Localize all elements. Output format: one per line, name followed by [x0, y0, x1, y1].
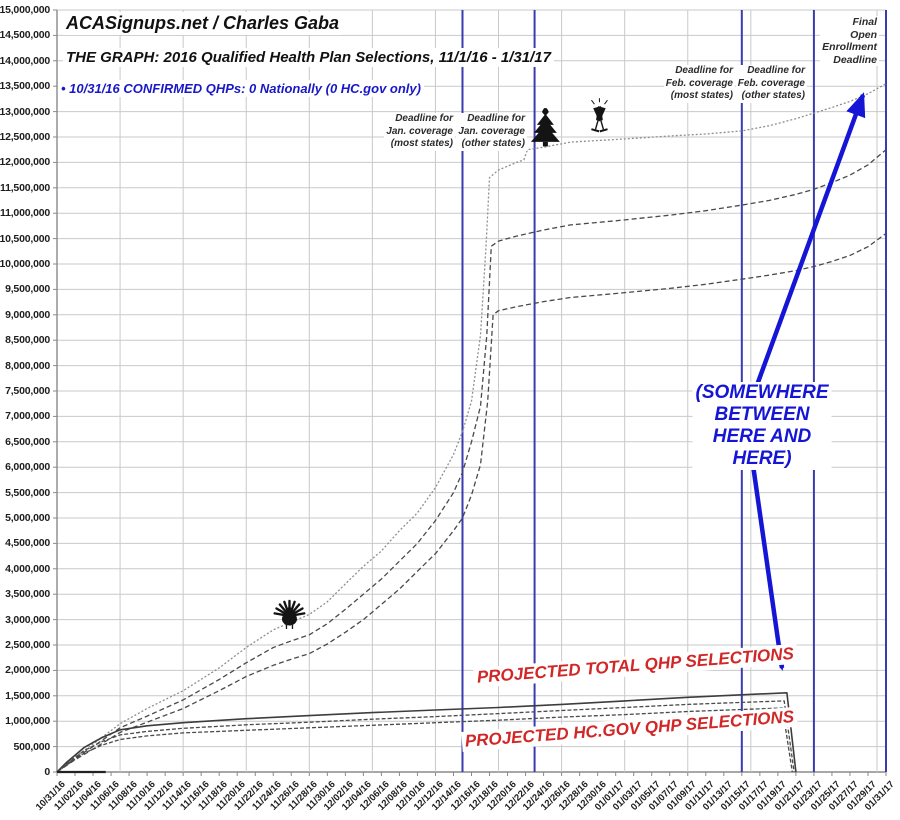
somewhere-between-note: (SOMEWHERE BETWEEN HERE AND HERE) [692, 382, 832, 470]
series-projection_high [56, 83, 887, 773]
y-tick-label: 4,500,000 [5, 537, 50, 550]
y-tick-label: 4,000,000 [5, 562, 50, 575]
christmas-tree-icon [530, 108, 560, 147]
y-tick-label: 13,500,000 [0, 80, 50, 93]
new-years-toast-icon [591, 98, 608, 133]
y-tick-label: 5,500,000 [5, 486, 50, 499]
y-tick-label: 3,000,000 [5, 613, 50, 626]
y-tick-label: 3,500,000 [5, 588, 50, 601]
thanksgiving-turkey-icon [273, 599, 306, 629]
y-tick-label: 11,500,000 [0, 181, 50, 194]
y-tick-label: 12,500,000 [0, 131, 50, 143]
y-tick-label: 2,000,000 [5, 664, 50, 677]
confirmed-qhp-note: • 10/31/16 CONFIRMED QHPs: 0 Nationally … [58, 80, 424, 97]
series-projection_standard [56, 149, 887, 773]
y-tick-label: 12,000,000 [0, 156, 50, 169]
y-tick-label: 5,000,000 [5, 512, 50, 524]
y-tick-label: 500,000 [13, 740, 50, 753]
y-tick-label: 0 [44, 766, 50, 778]
y-tick-label: 1,500,000 [5, 689, 50, 702]
series-projected_hcgov_high [56, 700, 795, 773]
arrow-to-final-deadline [750, 92, 866, 397]
site-name: ACASignups.net / Charles Gaba [63, 12, 343, 35]
y-tick-label: 7,000,000 [5, 410, 50, 423]
deadline-label-feb-most: Deadline for Feb. coverage (most states) [663, 65, 735, 103]
y-tick-label: 9,500,000 [5, 283, 50, 296]
page-title: THE GRAPH: 2016 Qualified Health Plan Se… [63, 48, 554, 67]
y-tick-label: 8,000,000 [5, 359, 50, 372]
series-projection_low [56, 232, 887, 773]
y-tick-label: 10,500,000 [0, 232, 50, 245]
annotation-arrows [746, 92, 866, 671]
y-tick-label: 11,000,000 [0, 207, 50, 220]
y-tick-label: 14,000,000 [0, 54, 50, 67]
y-tick-label: 8,500,000 [5, 334, 50, 347]
y-tick-label: 13,000,000 [0, 105, 50, 118]
deadline-label-jan-most: Deadline for Jan. coverage (most states) [384, 113, 455, 151]
y-tick-label: 2,500,000 [5, 639, 50, 651]
y-tick-label: 7,500,000 [5, 385, 50, 397]
y-tick-label: 14,500,000 [0, 29, 50, 42]
arrow-to-drop-point [746, 436, 789, 671]
y-tick-label: 6,000,000 [5, 461, 50, 474]
y-tick-label: 1,000,000 [5, 715, 50, 728]
axis-ticks [53, 9, 887, 776]
final-deadline-label: Final Open Enrollment Deadline [820, 16, 879, 66]
deadline-label-feb-other: Deadline for Feb. coverage (other states… [735, 65, 807, 103]
y-tick-label: 9,000,000 [5, 308, 50, 321]
y-tick-label: 6,500,000 [5, 435, 50, 448]
deadline-label-jan-other: Deadline for Jan. coverage (other states… [456, 113, 527, 151]
y-tick-label: 10,000,000 [0, 258, 50, 270]
series-projected_hcgov_low [56, 707, 793, 773]
data-series [56, 83, 887, 774]
series-projected_total_qhp [56, 691, 797, 773]
y-tick-label: 15,000,000 [0, 4, 50, 16]
